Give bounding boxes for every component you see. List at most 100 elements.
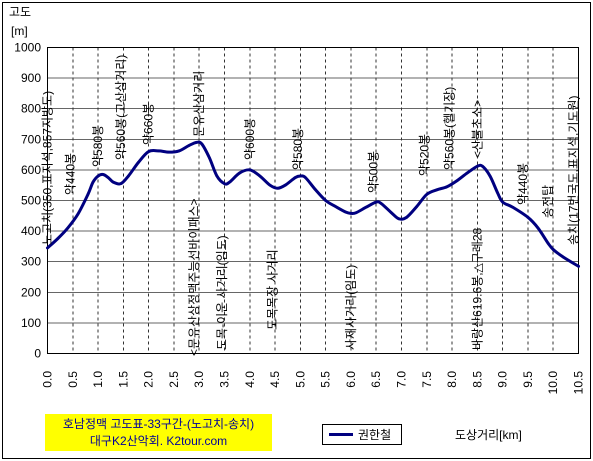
y-tick-label: 400	[21, 224, 41, 238]
x-tick-label: 10.5	[572, 371, 586, 395]
data-point	[119, 182, 123, 185]
data-point	[496, 191, 499, 195]
x-tick-label: 8.0	[445, 371, 459, 388]
data-point	[526, 216, 530, 219]
y-tick-label: 100	[21, 316, 41, 330]
legend: 권한철	[322, 424, 402, 445]
annotation-label: 약500봉	[366, 151, 381, 193]
x-tick-label: 6.0	[344, 371, 358, 388]
y-axis-ticks: 0 100 200 300 400 500 600 700 800 900 1000	[14, 41, 41, 361]
data-point	[258, 174, 262, 178]
annotation-label: 약560봉(헬기장)	[442, 87, 457, 170]
data-point	[147, 150, 150, 153]
x-tick-label: 8.5	[470, 371, 484, 388]
y-tick-label: 1000	[14, 41, 41, 55]
data-point	[86, 193, 90, 196]
data-point	[238, 171, 241, 175]
data-point	[425, 193, 429, 196]
data-point	[405, 216, 408, 219]
data-point	[127, 174, 130, 178]
data-point	[324, 199, 327, 202]
y-tick-label: 500	[21, 194, 41, 208]
data-point	[208, 156, 211, 159]
data-point	[390, 211, 393, 215]
data-point	[111, 180, 115, 184]
x-tick-label: 3.5	[218, 371, 232, 388]
x-tick-label: 5.5	[319, 371, 333, 388]
x-tick-label: 5.0	[293, 371, 307, 388]
y-axis-unit: [m]	[11, 24, 28, 38]
data-point	[157, 149, 161, 153]
data-point	[283, 183, 287, 187]
data-point	[223, 182, 226, 185]
data-point	[397, 217, 401, 221]
y-tick-label: 600	[21, 163, 41, 177]
data-point	[66, 226, 70, 230]
data-point	[299, 174, 302, 178]
data-point	[501, 200, 504, 204]
data-point	[137, 160, 140, 164]
data-point	[56, 237, 59, 241]
data-point	[374, 200, 378, 204]
data-point	[106, 176, 110, 179]
legend-label: 권한철	[358, 428, 392, 442]
data-point	[476, 164, 479, 168]
y-axis-label: 고도	[9, 5, 32, 19]
data-point	[379, 202, 383, 205]
data-point	[268, 183, 272, 187]
x-tick-label: 0.5	[66, 371, 80, 388]
data-point	[465, 171, 469, 175]
x-tick-label: 9.5	[521, 371, 535, 388]
data-point	[46, 246, 49, 250]
data-point	[415, 205, 418, 208]
data-point	[200, 142, 204, 146]
annotation-label: 송전탑	[541, 185, 555, 218]
annotation-label: 도목-이운 사거리(임도)	[215, 235, 229, 350]
annotation-label: <문유산상정맥주능선바이패스>	[187, 198, 201, 356]
plot-area	[47, 47, 579, 354]
x-tick-label: 10.0	[546, 371, 560, 395]
annotation-label: 약440봉	[515, 163, 530, 205]
annotation-label: <산불초소>	[470, 100, 484, 158]
y-tick-label: 800	[21, 102, 41, 116]
data-point	[445, 185, 449, 189]
x-tick-label: 7.5	[420, 371, 434, 388]
y-tick-label: 300	[21, 255, 41, 269]
series-group	[46, 140, 580, 268]
data-point	[248, 168, 252, 172]
data-point	[546, 242, 550, 245]
annotation-label: 약440봉	[62, 153, 77, 195]
data-point	[511, 205, 515, 209]
annotation-label: 도목목장 사거리	[266, 249, 280, 330]
x-axis-ticks: 0.0 0.5 1.0 1.5 2.0 2.5 3.0 3.5 4.0 4.5 5.0 5.5 6.0 6…	[41, 371, 586, 395]
data-point	[577, 264, 580, 268]
data-point	[195, 141, 198, 144]
annotation-label: 약660봉	[141, 103, 156, 145]
data-point	[177, 149, 181, 153]
title-box: 호남정맥 고도표-33구간-(노고치-송치) 대구K2산악회. K2tour.c…	[45, 414, 272, 451]
x-tick-label: 3.0	[192, 371, 206, 388]
x-tick-label: 0.0	[41, 371, 55, 388]
x-tick-label: 1.0	[91, 371, 105, 388]
x-tick-label: 2.5	[167, 371, 181, 388]
data-point	[481, 164, 484, 168]
x-tick-label: 6.5	[369, 371, 383, 388]
annotation-label: 약600봉	[242, 118, 257, 160]
data-point	[167, 150, 171, 154]
data-point	[364, 205, 368, 209]
data-point	[187, 144, 191, 147]
annotation-label: 약580봉	[90, 125, 105, 167]
data-point	[215, 174, 219, 178]
data-point	[344, 210, 348, 214]
x-tick-label: 4.5	[268, 371, 282, 388]
x-tick-label: 2.0	[142, 371, 156, 388]
data-point	[334, 205, 338, 208]
data-point	[91, 180, 95, 184]
annotation-label: 사제사거리(임도)	[344, 265, 358, 350]
annotation-label: 약580봉	[290, 128, 305, 170]
data-point	[101, 173, 105, 176]
x-axis-label: 도상거리[km]	[455, 428, 522, 442]
